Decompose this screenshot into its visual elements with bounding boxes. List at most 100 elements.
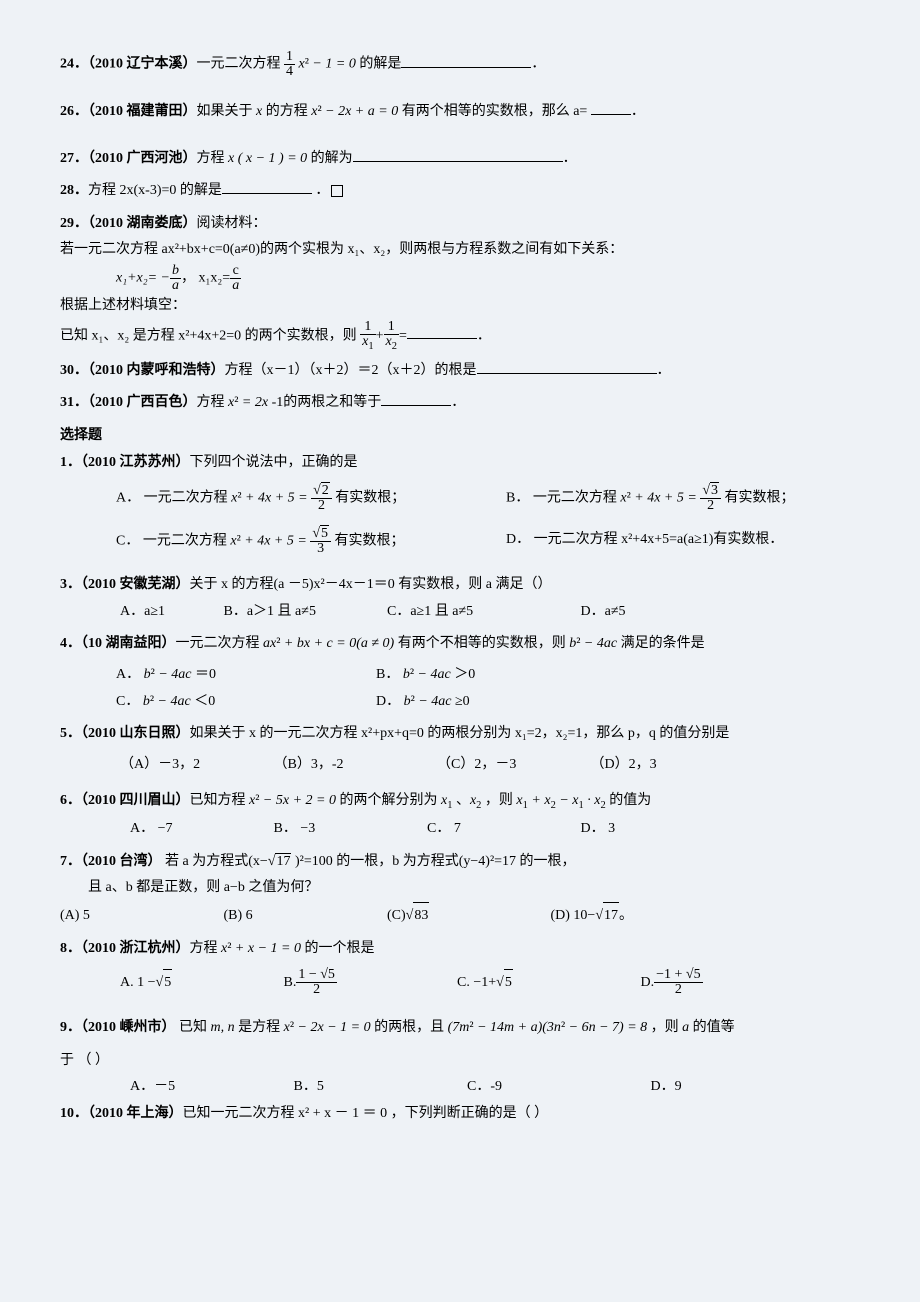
sqrt-5-a: 5 <box>163 969 172 997</box>
frac-1-x2: 1x2 <box>384 320 399 352</box>
b-pre: B. <box>284 970 297 997</box>
q-text: 的解为 <box>307 151 353 166</box>
opt-D[interactable]: D. −1 + √52 <box>641 968 703 997</box>
q6-expr: x1 + x2 − x1 · x2 <box>516 793 605 808</box>
q-number: 5． <box>60 726 81 741</box>
q-stem-pre: 已知 <box>176 1020 211 1035</box>
q-eq: x ( x − 1 ) = 0 <box>228 151 307 166</box>
q4-row1: A． b² − 4ac ＝0 B． b² − 4ac ＞0 <box>116 662 870 689</box>
period: ． <box>563 151 577 166</box>
sqrt-83: 83 <box>413 902 429 930</box>
frac-r2-2: √22 <box>311 484 332 513</box>
q-number: 27． <box>60 151 88 166</box>
q-source: （2010 广西百色） <box>88 395 197 410</box>
q1-row1: A． 一元二次方程 x² + 4x + 5 = √22 有实数根； B． 一元二… <box>116 484 870 513</box>
stem-b: 的两根，且 <box>371 1020 448 1035</box>
opt-D[interactable]: D． 3 <box>581 816 616 843</box>
opt-B[interactable]: B． 一元二次方程 x² + 4x + 5 = √32 有实数根； <box>506 484 795 513</box>
q8-opts: A. 1 −√5 B. 1 − √52 C. −1+ √5 D. −1 + √5… <box>120 968 870 997</box>
q-stem: 已知方程 <box>190 793 250 808</box>
answer-blank[interactable] <box>477 358 657 373</box>
answer-blank[interactable] <box>222 179 312 194</box>
q-stem-post: 的一个根是 <box>301 941 375 956</box>
opt-D[interactable]: D．9 <box>651 1074 682 1101</box>
q29-given-line: 已知 x₁、x₂ 是方程 x²+4x+2=0 的两个实数根，则 1x1+1x2=… <box>60 320 870 352</box>
q-source: （2010 福建莆田） <box>88 104 197 119</box>
opt-A[interactable]: A． b² − 4ac ＝0 <box>116 662 376 689</box>
opt-B-post: 有实数根； <box>721 491 795 506</box>
answer-blank[interactable] <box>381 391 451 406</box>
frac-c-a: ca <box>230 264 241 293</box>
opt-D-text: D． 一元二次方程 x²+4x+5=a(a≥1)有实数根． <box>506 532 783 547</box>
opt-B[interactable]: B．5 <box>294 1074 464 1101</box>
section-choice-header: 选择题 <box>60 423 870 450</box>
opt-B[interactable]: B． −3 <box>274 816 424 843</box>
opt-C[interactable]: C． b² − 4ac ＜0 <box>116 689 376 716</box>
opt-A[interactable]: A． −7 <box>130 816 270 843</box>
q4-row2: C． b² − 4ac ＜0 D． b² − 4ac ≥0 <box>116 689 870 716</box>
opt-C[interactable]: C． 7 <box>427 816 577 843</box>
q-number: 9． <box>60 1020 81 1035</box>
question-31: 31．（2010 广西百色）方程 x² = 2x -1的两根之和等于． <box>60 390 870 417</box>
q-source: （2010 内蒙呼和浩特） <box>88 363 225 378</box>
opt-A[interactable]: A．－5 <box>130 1074 290 1101</box>
opt-B[interactable]: B. 1 − √52 <box>284 968 454 997</box>
opt-B[interactable]: B． b² − 4ac ＞0 <box>376 662 636 689</box>
answer-blank[interactable] <box>407 324 477 339</box>
q-source: （2010 江苏苏州） <box>81 455 190 470</box>
q9-cont: 于 （ ） <box>60 1048 870 1075</box>
answer-blank[interactable] <box>401 52 531 67</box>
opt-D[interactable]: (D) 10−√17 。 <box>551 902 634 930</box>
q-number: 1． <box>60 455 81 470</box>
q-eq: x² = 2x <box>228 395 268 410</box>
opt-A[interactable]: (A) 5 <box>60 903 220 930</box>
q-source: （2010 辽宁本溪） <box>88 57 197 72</box>
opt-C[interactable]: C. −1+ √5 <box>457 969 637 997</box>
q-source: （2010 湖南娄底） <box>88 216 197 231</box>
q-text: 的方程 <box>262 104 311 119</box>
opt-B[interactable]: （B）3，-2 <box>274 752 434 779</box>
opt-C[interactable]: C． 一元二次方程 x² + 4x + 5 = √53 有实数根； <box>116 527 506 556</box>
opt-D[interactable]: （D）2，3 <box>591 752 657 779</box>
q-stem-tail: 满足的条件是 <box>617 636 705 651</box>
q29-given: 已知 x₁、x₂ 是方程 x²+4x+2=0 的两个实数根，则 <box>60 328 360 343</box>
answer-blank[interactable] <box>353 146 563 161</box>
c-pre: (C) <box>387 903 406 930</box>
q-number: 10． <box>60 1106 88 1121</box>
q-eq: x² − 1 = 0 <box>295 57 356 72</box>
opt-B[interactable]: B．a＞1 且 a≠5 <box>224 599 384 626</box>
opt-A[interactable]: A. 1 −√5 <box>120 969 280 997</box>
opt-D[interactable]: D． 一元二次方程 x²+4x+5=a(a≥1)有实数根． <box>506 527 783 556</box>
question-28: 28．方程 2x(x-3)=0 的解是 ． <box>60 178 870 205</box>
q29-body: 若一元二次方程 ax²+bx+c=0(a≠0)的两个实根为 x₁、x₂，则两根与… <box>60 237 870 264</box>
opt-B[interactable]: (B) 6 <box>224 903 384 930</box>
sqrt-5-c: 5 <box>504 969 513 997</box>
stem-c: ，则 <box>647 1020 682 1035</box>
question-26: 26．（2010 福建莆田）如果关于 x 的方程 x² − 2x + a = 0… <box>60 99 870 126</box>
q6-eq: x² − 5x + 2 = 0 <box>249 793 336 808</box>
q1-row2: C． 一元二次方程 x² + 4x + 5 = √53 有实数根； D． 一元二… <box>116 527 870 556</box>
choice-q7: 7．（2010 台湾） 若 a 为方程式(x−√17 )²=100 的一根，b … <box>60 849 870 930</box>
q-number: 4． <box>60 636 81 651</box>
opt-A[interactable]: A． 一元二次方程 x² + 4x + 5 = √22 有实数根； <box>116 484 506 513</box>
opt-D[interactable]: D．a≠5 <box>581 599 626 626</box>
q-number: 29． <box>60 216 88 231</box>
opt-C[interactable]: (C) √83 <box>387 902 547 930</box>
q9-eq2: (7m² − 14m + a)(3n² − 6n − 7) = 8 <box>448 1020 648 1035</box>
opt-A[interactable]: （A）－3，2 <box>120 752 270 779</box>
q-source: （2010 安徽芜湖） <box>81 577 190 592</box>
opt-D[interactable]: D． b² − 4ac ≥0 <box>376 689 636 716</box>
question-29: 29．（2010 湖南娄底）阅读材料： 若一元二次方程 ax²+bx+c=0(a… <box>60 211 870 352</box>
q5-opts: （A）－3，2 （B）3，-2 （C）2，－3 （D）2，3 <box>120 752 870 779</box>
q-text: 如果关于 <box>197 104 257 119</box>
opt-C[interactable]: C．-9 <box>467 1074 647 1101</box>
q-number: 24． <box>60 57 88 72</box>
q-stem1: 若 a 为方程式(x− <box>162 854 268 869</box>
choice-q1: 1．（2010 江苏苏州）下列四个说法中，正确的是 A． 一元二次方程 x² +… <box>60 450 870 557</box>
q7-opts: (A) 5 (B) 6 (C) √83 (D) 10−√17 。 <box>60 902 870 930</box>
opt-C[interactable]: （C）2，－3 <box>437 752 587 779</box>
opt-A[interactable]: A．a≥1 <box>120 599 220 626</box>
opt-A-post: 有实数根； <box>332 491 406 506</box>
answer-blank[interactable] <box>591 100 631 115</box>
opt-C[interactable]: C．a≥1 且 a≠5 <box>387 599 577 626</box>
